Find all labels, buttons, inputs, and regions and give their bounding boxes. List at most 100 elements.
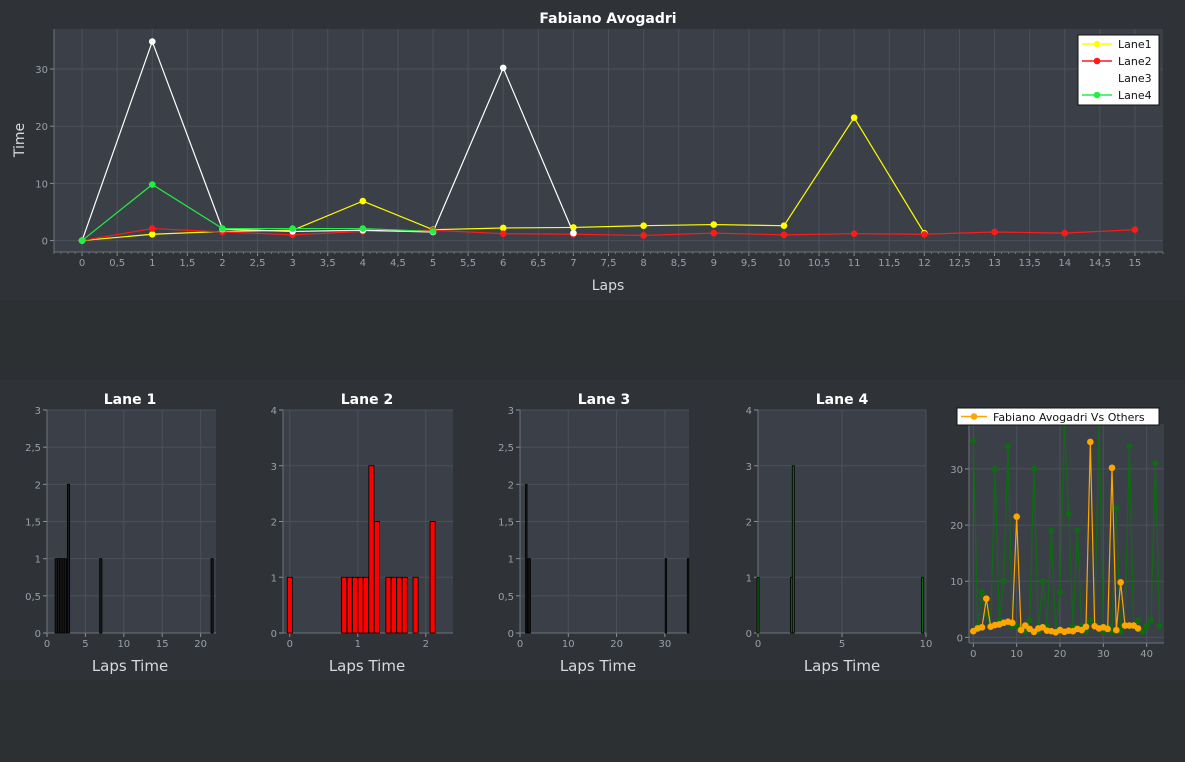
x-tick-label: 7 — [570, 258, 576, 269]
histogram-bar — [664, 558, 667, 634]
y-tick-label: 1 — [746, 573, 752, 584]
others-data-point — [1148, 617, 1154, 624]
y-tick-label: 4 — [271, 406, 277, 417]
legend: Fabiano Avogadri Vs Others — [956, 407, 1160, 426]
data-point-lane1 — [359, 197, 367, 205]
others-data-point — [1000, 578, 1007, 585]
y-tick-label: 3 — [271, 462, 277, 473]
histogram-bar — [396, 576, 403, 634]
x-axis-label: Laps Time — [804, 657, 880, 675]
others-data-point — [1139, 628, 1146, 635]
x-tick-label: 3 — [289, 258, 295, 269]
y-tick-label: 1 — [271, 573, 277, 584]
x-tick-label: 8,5 — [671, 258, 687, 269]
y-tick-label: 2,5 — [25, 443, 41, 454]
x-tick-label: 12,5 — [948, 258, 970, 269]
fabiano-data-point — [1017, 626, 1025, 634]
legend-box — [956, 407, 1160, 426]
y-tick-label: 10 — [35, 179, 48, 190]
x-tick-label: 15 — [156, 639, 169, 650]
y-tick-label: 30 — [950, 465, 963, 476]
histogram-bar — [401, 576, 408, 634]
data-point-lane2 — [921, 230, 928, 238]
legend-label: Lane4 — [1118, 89, 1152, 102]
others-data-point — [1039, 578, 1046, 585]
vs-others-line-chart: 0 10 20 30 40 0 10 20 30 Fabiano Avogadri Vs Othe… — [950, 407, 1164, 660]
x-tick-label: 20 — [610, 639, 623, 650]
lane-2-histogram: Lane 2 Laps Time 0 1 2 0 1 2 3 4 — [271, 392, 453, 675]
x-tick-label: 0 — [44, 639, 50, 650]
x-tick-label: 30 — [658, 639, 671, 650]
histogram-bar — [921, 576, 925, 634]
legend-box — [1077, 34, 1160, 106]
legend-label: Lane2 — [1118, 55, 1152, 68]
others-data-point — [1005, 443, 1011, 450]
legend: Lane1 Lane2 Lane3 Lane4 — [1077, 34, 1160, 106]
x-tick-label: 8 — [640, 258, 646, 269]
y-tick-label: 20 — [35, 122, 48, 133]
x-tick-label: 1 — [149, 258, 155, 269]
others-data-point — [1152, 460, 1159, 467]
data-point-lane1 — [780, 222, 788, 229]
data-point-lane4 — [78, 237, 86, 244]
x-tick-label: 6 — [500, 258, 506, 269]
others-data-point — [1143, 623, 1150, 630]
x-tick-label: 1 — [355, 639, 361, 650]
data-point-lane2 — [991, 228, 998, 236]
fabiano-data-point — [1087, 438, 1094, 446]
others-data-point — [1135, 617, 1141, 624]
x-tick-label: 10 — [778, 258, 791, 269]
data-point-lane2 — [780, 231, 788, 239]
x-tick-label: 0 — [79, 258, 85, 269]
fabiano-data-point — [1113, 626, 1120, 634]
x-tick-label: 30 — [1097, 649, 1110, 660]
y-tick-label: 2 — [35, 480, 41, 491]
x-tick-label: 5,5 — [460, 258, 476, 269]
others-data-point — [1156, 623, 1163, 630]
lane-4-histogram: Lane 4 Laps Time 0 5 10 0 1 2 3 4 — [746, 392, 933, 675]
fabiano-data-point — [1134, 625, 1142, 632]
data-point-lane2 — [148, 225, 156, 232]
x-tick-label: 10 — [920, 639, 933, 650]
histogram-bar — [791, 465, 795, 634]
data-point-lane1 — [850, 114, 858, 121]
x-tick-label: 10 — [117, 639, 130, 650]
x-tick-label: 5 — [430, 258, 436, 269]
y-tick-label: 3 — [746, 462, 752, 473]
y-tick-label: 0,5 — [498, 592, 514, 603]
legend-marker — [1093, 91, 1101, 99]
data-point-lane1 — [710, 221, 718, 228]
histogram-bar — [525, 483, 528, 634]
histogram-bar — [756, 576, 760, 634]
data-point-lane4 — [359, 225, 367, 232]
legend-label: Lane1 — [1118, 38, 1152, 51]
x-tick-label: 10 — [562, 639, 575, 650]
data-point-lane2 — [850, 230, 858, 238]
data-point-lane4 — [289, 225, 296, 232]
y-tick-label: 2,5 — [498, 443, 514, 454]
y-tick-label: 1 — [508, 555, 514, 566]
histogram-bar — [385, 576, 392, 634]
others-data-point — [1113, 505, 1120, 512]
histogram-bar — [210, 558, 214, 634]
fabiano-data-point — [1009, 619, 1016, 627]
y-tick-label: 0 — [271, 629, 277, 640]
chart-title: Lane 1 — [104, 392, 156, 408]
others-data-point — [1057, 589, 1063, 596]
fabiano-data-point — [1104, 625, 1111, 633]
others-data-point — [1074, 527, 1081, 534]
histogram-bar — [99, 558, 103, 634]
others-data-point — [1065, 510, 1072, 517]
fabiano-data-point — [1117, 579, 1124, 586]
x-tick-label: 20 — [1054, 649, 1067, 660]
chart-title: Fabiano Avogadri — [539, 11, 676, 27]
data-point-lane2 — [1131, 226, 1139, 233]
histogram-bar — [286, 576, 293, 634]
series-line-lane3 — [81, 39, 574, 241]
histogram-bar — [357, 576, 364, 634]
data-point-lane1 — [640, 222, 647, 229]
histogram-bar — [373, 521, 380, 634]
chart-title: Lane 2 — [341, 392, 393, 408]
histogram-bar — [390, 576, 397, 634]
y-tick-label: 0 — [508, 629, 514, 640]
